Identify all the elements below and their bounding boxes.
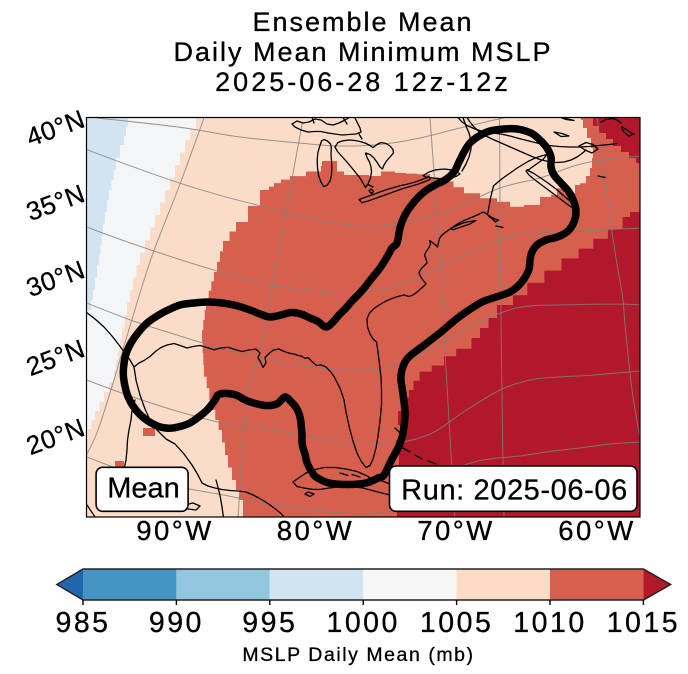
- svg-text:60°W: 60°W: [558, 515, 636, 546]
- svg-text:Run: 2025-06-06: Run: 2025-06-06: [401, 475, 628, 507]
- svg-text:MSLP Daily Mean (mb): MSLP Daily Mean (mb): [242, 644, 474, 666]
- svg-text:995: 995: [242, 607, 297, 639]
- svg-text:Ensemble Mean: Ensemble Mean: [252, 7, 473, 37]
- svg-text:990: 990: [149, 607, 204, 639]
- svg-text:90°W: 90°W: [136, 515, 214, 546]
- svg-text:1005: 1005: [420, 607, 493, 639]
- svg-text:2025-06-28 12z-12z: 2025-06-28 12z-12z: [215, 67, 511, 97]
- svg-text:Daily Mean Minimum MSLP: Daily Mean Minimum MSLP: [173, 37, 552, 67]
- svg-text:985: 985: [55, 607, 110, 639]
- svg-text:1010: 1010: [513, 607, 586, 639]
- svg-text:1000: 1000: [326, 607, 399, 639]
- svg-text:80°W: 80°W: [277, 515, 355, 546]
- svg-text:1015: 1015: [607, 607, 680, 639]
- svg-text:Mean: Mean: [107, 473, 180, 505]
- svg-text:70°W: 70°W: [417, 515, 495, 546]
